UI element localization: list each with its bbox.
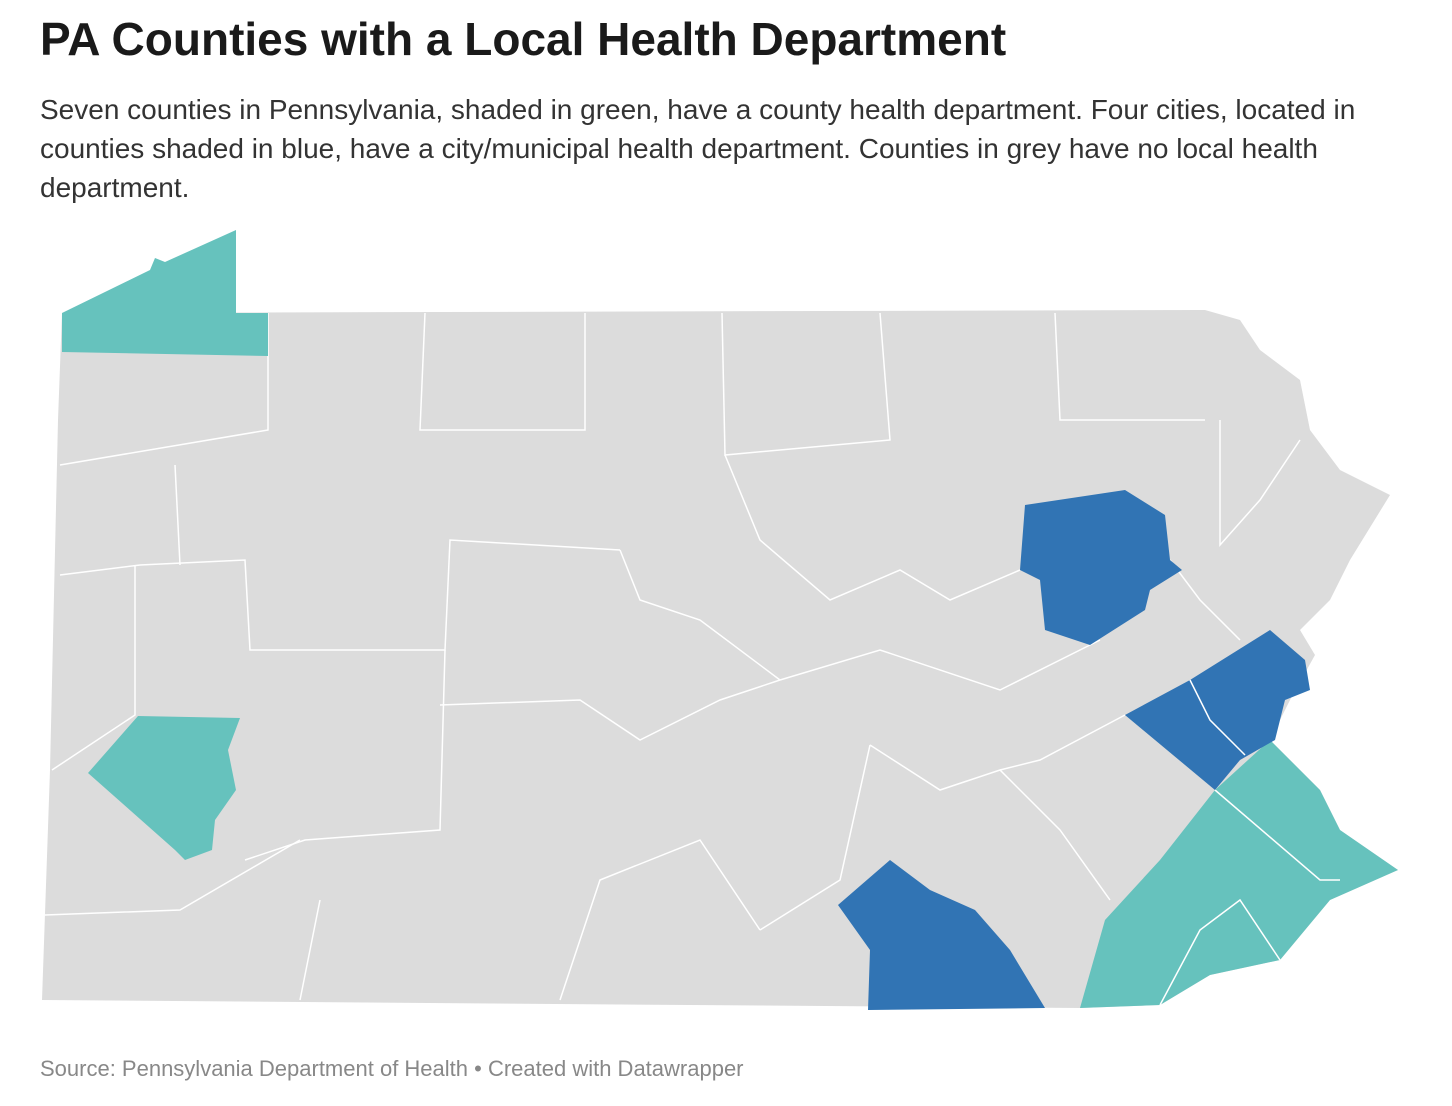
southeast-counties [1080,740,1398,1008]
source: Source: Pennsylvania Department of Healt… [40,1056,744,1081]
description: Seven counties in Pennsylvania, shaded i… [40,94,1356,203]
lehigh-northampton [1125,630,1310,790]
erie-county [62,230,268,356]
luzerne-county [1020,490,1182,645]
title: PA Counties with a Local Health Departme… [40,13,1007,65]
york-county [838,860,1045,1010]
allegheny-county [88,716,240,860]
state-outline [42,310,1398,1008]
